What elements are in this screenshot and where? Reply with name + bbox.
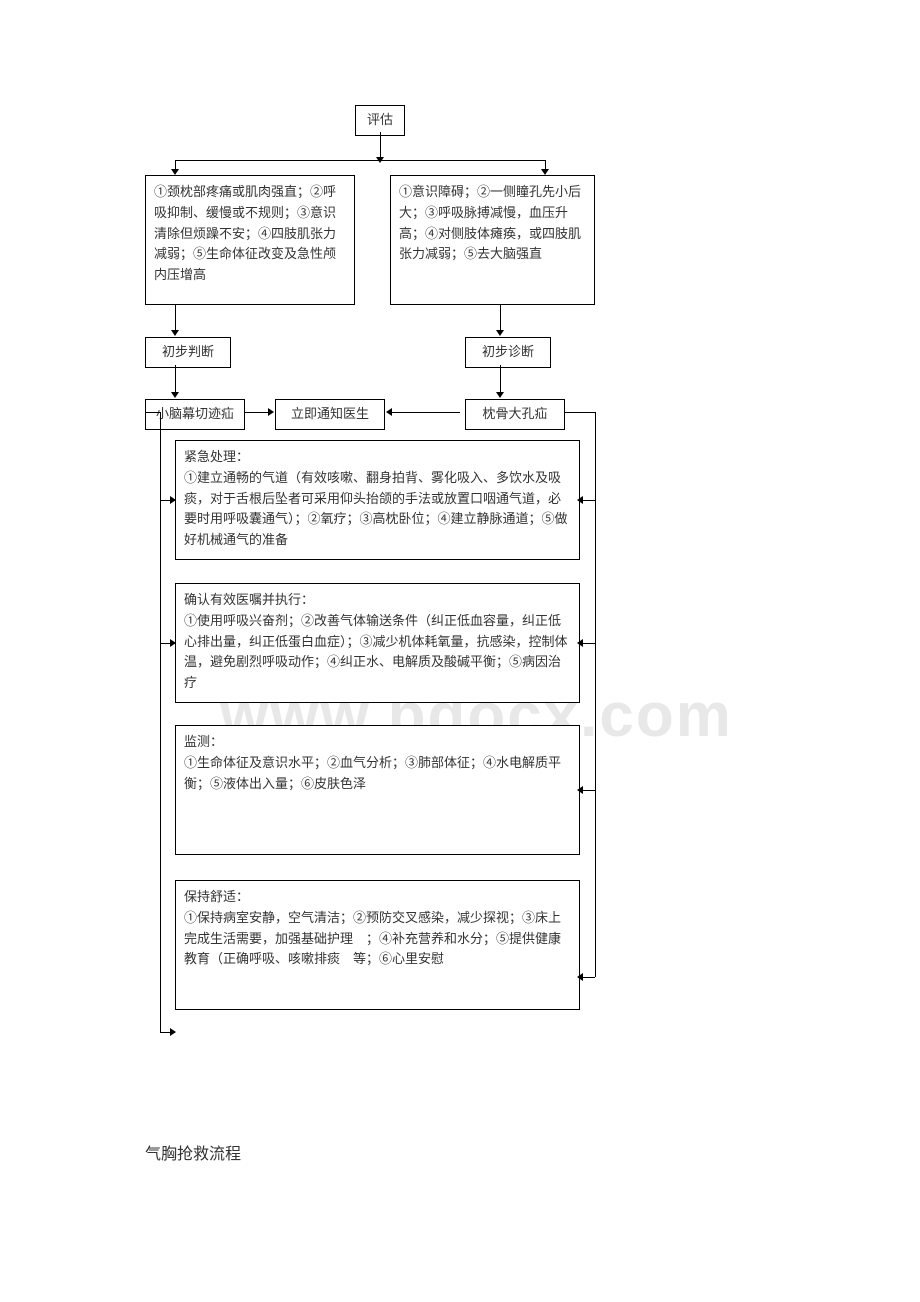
confirm-text: ①使用呼吸兴奋剂；②改善气体输送条件（纠正低血容量，纠正低心排出量，纠正低蛋白血…	[184, 611, 571, 694]
connector-line	[245, 412, 270, 413]
emergency-text: ①建立通畅的气道（有效咳嗽、翻身拍背、雾化吸入、多饮水及吸痰，对于舌根后坠者可采…	[184, 468, 571, 551]
connector-line	[175, 365, 176, 395]
connector-line	[175, 305, 176, 333]
left-symptoms-text: ①颈枕部疼痛或肌肉强直；②呼吸抑制、缓慢或不规则；③意识清除但烦躁不安；④四肢肌…	[154, 184, 336, 282]
connector-line	[160, 412, 161, 1032]
connector-line	[145, 412, 160, 413]
right-symptoms-text: ①意识障碍；②一侧瞳孔先小后大；③呼吸脉搏减慢，血压升高；④对侧肢体瘫痪，或四肢…	[399, 184, 581, 261]
arrow-icon	[577, 496, 583, 504]
center-action-label: 立即通知医生	[291, 406, 369, 421]
flowchart-container: 评估 ①颈枕部疼痛或肌肉强直；②呼吸抑制、缓慢或不规则；③意识清除但烦躁不安；④…	[145, 105, 605, 1120]
arrow-icon	[577, 639, 583, 647]
arrow-icon	[496, 392, 504, 398]
confirm-title: 确认有效医嘱并执行：	[184, 590, 571, 611]
center-action-box: 立即通知医生	[275, 399, 385, 430]
left-diag-label: 初步判断	[162, 344, 214, 359]
arrow-icon	[268, 408, 274, 416]
start-label: 评估	[367, 112, 393, 127]
arrow-icon	[170, 496, 176, 504]
arrow-icon	[577, 786, 583, 794]
connector-line	[595, 412, 596, 977]
comfort-box: 保持舒适： ①保持病室安静，空气清洁；②预防交叉感染，减少探视；③床上完成生活需…	[175, 880, 580, 1010]
comfort-text: ①保持病室安静，空气清洁；②预防交叉感染，减少探视；③床上完成生活需要，加强基础…	[184, 908, 571, 970]
emergency-title: 紧急处理：	[184, 447, 571, 468]
arrow-icon	[386, 408, 392, 416]
left-diag-box: 初步判断	[145, 337, 231, 368]
arrow-icon	[170, 1028, 176, 1036]
connector-line	[500, 365, 501, 395]
monitor-box: 监测： ①生命体征及意识水平；②血气分析；③肺部体征；④水电解质平衡；⑤液体出入…	[175, 725, 580, 855]
comfort-title: 保持舒适：	[184, 887, 571, 908]
right-result-label: 枕骨大孔疝	[482, 406, 547, 421]
right-diag-label: 初步诊断	[482, 344, 534, 359]
monitor-title: 监测：	[184, 732, 571, 753]
footer-text: 气胸抢救流程	[145, 1140, 241, 1164]
arrow-icon	[577, 973, 583, 981]
monitor-text: ①生命体征及意识水平；②血气分析；③肺部体征；④水电解质平衡；⑤液体出入量；⑥皮…	[184, 753, 571, 795]
connector-line	[175, 160, 545, 161]
arrow-icon	[170, 639, 176, 647]
connector-line	[565, 412, 596, 413]
connector-line	[390, 412, 460, 413]
confirm-box: 确认有效医嘱并执行： ①使用呼吸兴奋剂；②改善气体输送条件（纠正低血容量，纠正低…	[175, 583, 580, 703]
arrow-icon	[171, 392, 179, 398]
left-result-label: 小脑幕切迹疝	[156, 406, 234, 421]
connector-line	[500, 305, 501, 333]
left-symptoms-box: ①颈枕部疼痛或肌肉强直；②呼吸抑制、缓慢或不规则；③意识清除但烦躁不安；④四肢肌…	[145, 175, 355, 305]
emergency-box: 紧急处理： ①建立通畅的气道（有效咳嗽、翻身拍背、雾化吸入、多饮水及吸痰，对于舌…	[175, 440, 580, 560]
arrow-icon	[171, 330, 179, 336]
right-diag-box: 初步诊断	[465, 337, 551, 368]
right-symptoms-box: ①意识障碍；②一侧瞳孔先小后大；③呼吸脉搏减慢，血压升高；④对侧肢体瘫痪，或四肢…	[390, 175, 595, 305]
arrow-icon	[496, 330, 504, 336]
connector-line	[380, 132, 381, 160]
right-result-box: 枕骨大孔疝	[465, 399, 565, 430]
